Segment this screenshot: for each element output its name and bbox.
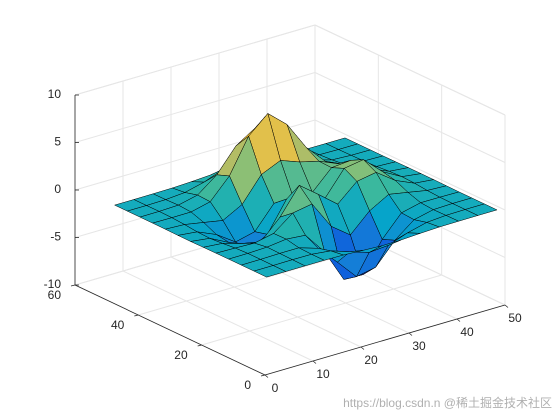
z-tick-label: -10 (44, 277, 62, 291)
x-tick (312, 360, 317, 364)
y-tick-label: 60 (48, 288, 62, 302)
grid-line (201, 274, 442, 346)
x-tick-label: 0 (272, 381, 279, 395)
x-tick (456, 318, 461, 322)
x-tick (264, 374, 269, 378)
y-axis (74, 284, 266, 376)
x-tick (360, 346, 365, 350)
grid-line (170, 256, 362, 348)
x-tick-label: 50 (508, 311, 522, 325)
y-tick-label: 40 (111, 318, 125, 332)
x-tick-label: 30 (412, 339, 426, 353)
y-tick-label: 20 (174, 348, 188, 362)
y-tick-label: 0 (244, 378, 251, 392)
x-tick-label: 10 (316, 367, 330, 381)
x-axis (264, 304, 506, 376)
grid-line (314, 119, 506, 211)
y-tick (260, 374, 266, 377)
z-tick-label: -5 (50, 230, 61, 244)
z-tick-label: 10 (48, 87, 62, 101)
x-tick-label: 40 (460, 325, 474, 339)
z-tick-label: 5 (54, 135, 61, 149)
grid-line (122, 270, 314, 362)
grid-line (74, 72, 316, 143)
x-tick (408, 332, 413, 336)
watermark: https://blog.csdn.n @稀土掘金技术社区 (343, 395, 552, 410)
surface-cell (253, 265, 287, 278)
x-tick-label: 20 (364, 353, 378, 367)
x-tick (504, 304, 509, 308)
box-edge (74, 24, 316, 96)
grid-line (314, 72, 506, 163)
y-tick (134, 314, 139, 317)
z-tick-label: 0 (54, 182, 61, 196)
box-edge (314, 24, 506, 116)
y-tick (197, 344, 202, 347)
y-tick (70, 284, 76, 287)
